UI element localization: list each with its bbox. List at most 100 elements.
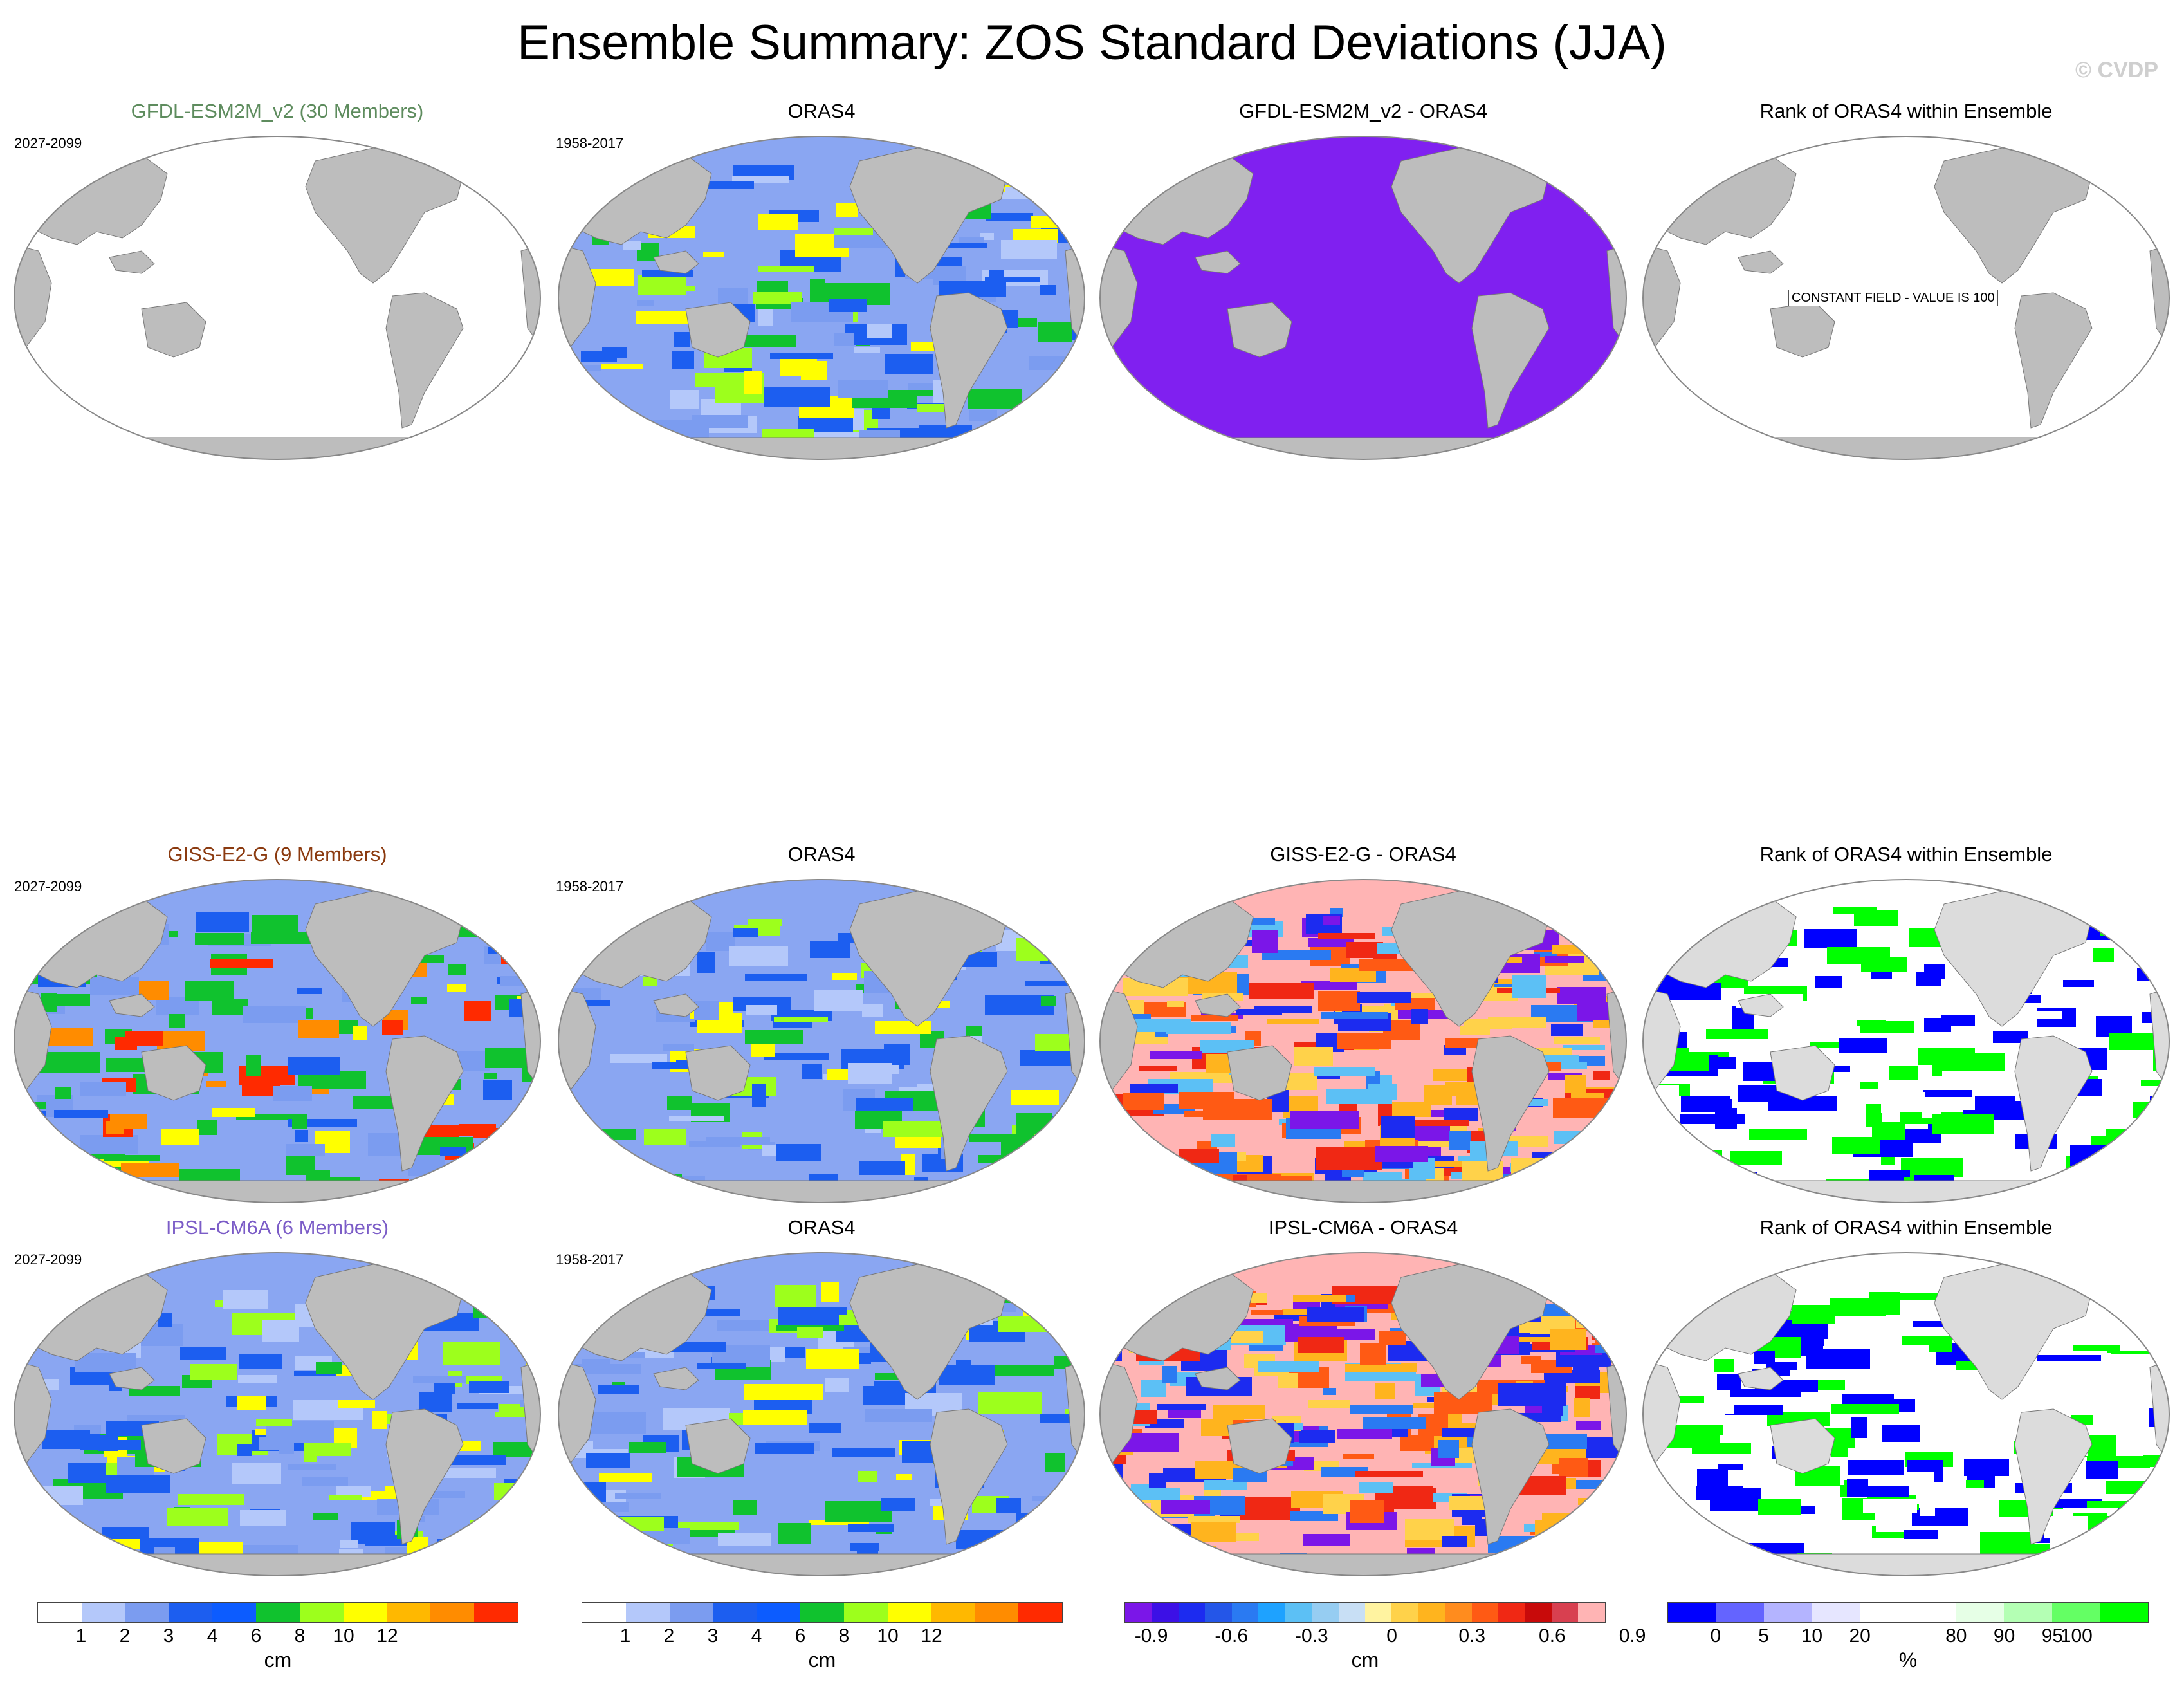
field-cell xyxy=(568,1168,612,1186)
field-cell xyxy=(2133,1102,2169,1118)
field-cell xyxy=(1730,1151,1782,1165)
field-cell xyxy=(1727,1546,1755,1565)
colorbar-segment xyxy=(1338,1603,1365,1622)
colorbar-segment xyxy=(1125,1603,1152,1622)
field-cell xyxy=(239,1354,282,1369)
map-panel xyxy=(557,135,1086,461)
field-cell xyxy=(1113,1488,1180,1500)
field-cell xyxy=(1067,1319,1085,1334)
field-cell xyxy=(1714,1359,1734,1372)
field-cell xyxy=(1613,1333,1626,1338)
field-cell xyxy=(1075,344,1085,356)
field-cell xyxy=(2127,1434,2159,1455)
field-cell xyxy=(485,1048,528,1068)
field-cell xyxy=(1923,1089,1972,1097)
field-cell xyxy=(75,1353,136,1372)
panel-title: ORAS4 xyxy=(787,843,856,865)
field-cell xyxy=(621,1352,645,1358)
field-cell xyxy=(1040,285,1056,295)
colorbar-segment xyxy=(887,1603,931,1622)
field-cell xyxy=(776,1384,823,1400)
field-cell xyxy=(1082,1359,1085,1381)
field-cell xyxy=(206,1081,226,1087)
field-cell xyxy=(1490,1337,1556,1342)
colorbar-tick-label: 5 xyxy=(1758,1625,1769,1647)
colorbar-ticks: 1 2 3 4 6 8 10 12 xyxy=(582,1625,1063,1647)
field-cell xyxy=(966,1026,982,1038)
field-cell xyxy=(1832,1137,1880,1154)
field-cell xyxy=(865,1409,932,1422)
colorbar-segment xyxy=(1471,1603,1499,1622)
field-cell xyxy=(516,1168,540,1188)
field-cell xyxy=(1073,215,1085,226)
field-cell xyxy=(859,1161,905,1175)
field-cell xyxy=(1016,1513,1031,1526)
field-cell xyxy=(259,1437,284,1450)
field-cell xyxy=(256,1419,292,1426)
field-cell xyxy=(1020,1050,1079,1066)
field-cell xyxy=(1031,216,1082,228)
field-cell xyxy=(14,1486,83,1505)
colorbar-tick-label: 8 xyxy=(838,1625,850,1647)
field-cell xyxy=(279,1443,294,1454)
field-cell xyxy=(1585,923,1598,945)
field-cell xyxy=(508,1538,540,1551)
field-cell xyxy=(340,1540,358,1548)
field-cell xyxy=(1553,1098,1622,1118)
land-mask xyxy=(558,136,1085,459)
field-cell xyxy=(1166,910,1182,927)
colorbar-tick-label: 0.9 xyxy=(1619,1625,1646,1647)
field-cell xyxy=(1662,1356,1724,1369)
field-cell xyxy=(2143,1511,2158,1530)
land-shape xyxy=(1195,993,1241,1017)
field-cell xyxy=(297,988,322,994)
field-cell xyxy=(637,300,654,306)
field-cell xyxy=(1559,1062,1587,1069)
field-cell xyxy=(1252,930,1278,953)
field-cell xyxy=(1236,1009,1282,1015)
field-cell xyxy=(1188,1516,1240,1523)
field-cell xyxy=(231,1545,298,1554)
field-cell xyxy=(1882,1425,1920,1442)
land-shape xyxy=(685,1418,751,1474)
field-cell xyxy=(1916,1085,1985,1090)
land-shape xyxy=(77,437,477,459)
colorbar-tick-label: 6 xyxy=(794,1625,806,1647)
field-cell xyxy=(1125,1297,1146,1314)
field-cell xyxy=(1542,1405,1563,1416)
field-cell xyxy=(856,1098,913,1111)
field-cell xyxy=(797,1327,823,1338)
field-cell xyxy=(158,1313,172,1327)
field-cell xyxy=(1323,916,1340,925)
land-shape xyxy=(930,1035,1008,1172)
field-cell xyxy=(1411,1009,1428,1024)
field-cell xyxy=(1062,1288,1085,1302)
colorbar-tick-label: -0.3 xyxy=(1295,1625,1328,1647)
field-cell xyxy=(744,371,762,394)
field-cell xyxy=(532,972,540,993)
land-shape xyxy=(1100,987,1138,1098)
field-cell xyxy=(2063,980,2094,987)
land-shape xyxy=(621,437,1021,459)
field-cell xyxy=(2136,925,2161,946)
ensemble-period: 2027-2099 xyxy=(14,135,82,151)
colorbar-segment xyxy=(1418,1603,1445,1622)
field-cell xyxy=(1042,1280,1070,1293)
colorbar-segment xyxy=(430,1603,475,1622)
field-cell xyxy=(850,409,864,430)
field-cell xyxy=(601,1145,617,1154)
field-cell xyxy=(1258,1361,1319,1372)
field-cell xyxy=(1141,1380,1166,1397)
field-cell xyxy=(755,1443,814,1454)
field-cell xyxy=(1360,1343,1386,1365)
field-cell xyxy=(1203,1099,1272,1120)
field-cell xyxy=(697,952,715,973)
field-cell xyxy=(986,1551,1043,1567)
field-cell xyxy=(252,915,298,932)
field-cell xyxy=(1610,1278,1626,1291)
map-outline xyxy=(1642,1252,2170,1576)
field-cell xyxy=(1039,1551,1064,1560)
colorbar-segment xyxy=(1498,1603,1525,1622)
field-cell xyxy=(733,1500,757,1515)
colorbar-ticks: -0.9 -0.6 -0.3 0 0.3 0.6 0.9 xyxy=(1124,1625,1646,1647)
